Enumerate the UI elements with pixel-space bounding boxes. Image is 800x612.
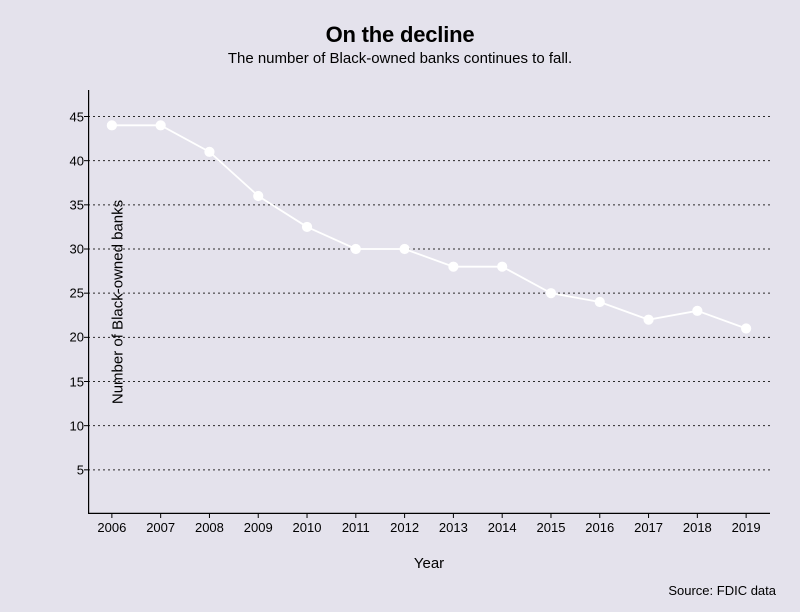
y-tick-label: 20: [54, 330, 84, 345]
x-tick-label: 2006: [97, 520, 126, 535]
x-tick-label: 2010: [293, 520, 322, 535]
x-tick-label: 2015: [537, 520, 566, 535]
chart-container: On the decline The number of Black-owned…: [0, 0, 800, 612]
x-tick-label: 2014: [488, 520, 517, 535]
y-tick-labels: 5 10 15 20 25 30 35 40 45: [54, 90, 84, 514]
y-tick-label: 5: [54, 462, 84, 477]
x-tick-label: 2012: [390, 520, 419, 535]
y-tick-label: 40: [54, 153, 84, 168]
x-tick-label: 2011: [342, 520, 370, 535]
x-tick-label: 2017: [634, 520, 663, 535]
x-tick-label: 2018: [683, 520, 712, 535]
chart-title: On the decline: [20, 22, 780, 48]
chart-subtitle: The number of Black-owned banks continue…: [20, 50, 780, 67]
x-tick-label: 2013: [439, 520, 468, 535]
y-axis-title: Number of Black-owned banks: [110, 200, 127, 404]
plot-svg: [88, 90, 770, 514]
x-tick-label: 2016: [585, 520, 614, 535]
plot-area: 51015202530354045 2006200720082009201020…: [88, 90, 770, 514]
y-tick-label: 10: [54, 418, 84, 433]
x-axis-title: Year: [414, 555, 444, 572]
x-tick-label: 2008: [195, 520, 224, 535]
y-tick-label: 30: [54, 242, 84, 257]
y-tick-label: 15: [54, 374, 84, 389]
y-tick-label: 25: [54, 286, 84, 301]
x-tick-label: 2009: [244, 520, 273, 535]
x-tick-label: 2019: [732, 520, 761, 535]
chart-source: Source: FDIC data: [668, 583, 776, 598]
y-tick-label: 35: [54, 197, 84, 212]
x-tick-labels: 2006 2007 2008 2009 2010 2011 2012 2013 2014 2015…: [88, 520, 770, 540]
x-tick-label: 2007: [146, 520, 175, 535]
y-tick-label: 45: [54, 109, 84, 124]
